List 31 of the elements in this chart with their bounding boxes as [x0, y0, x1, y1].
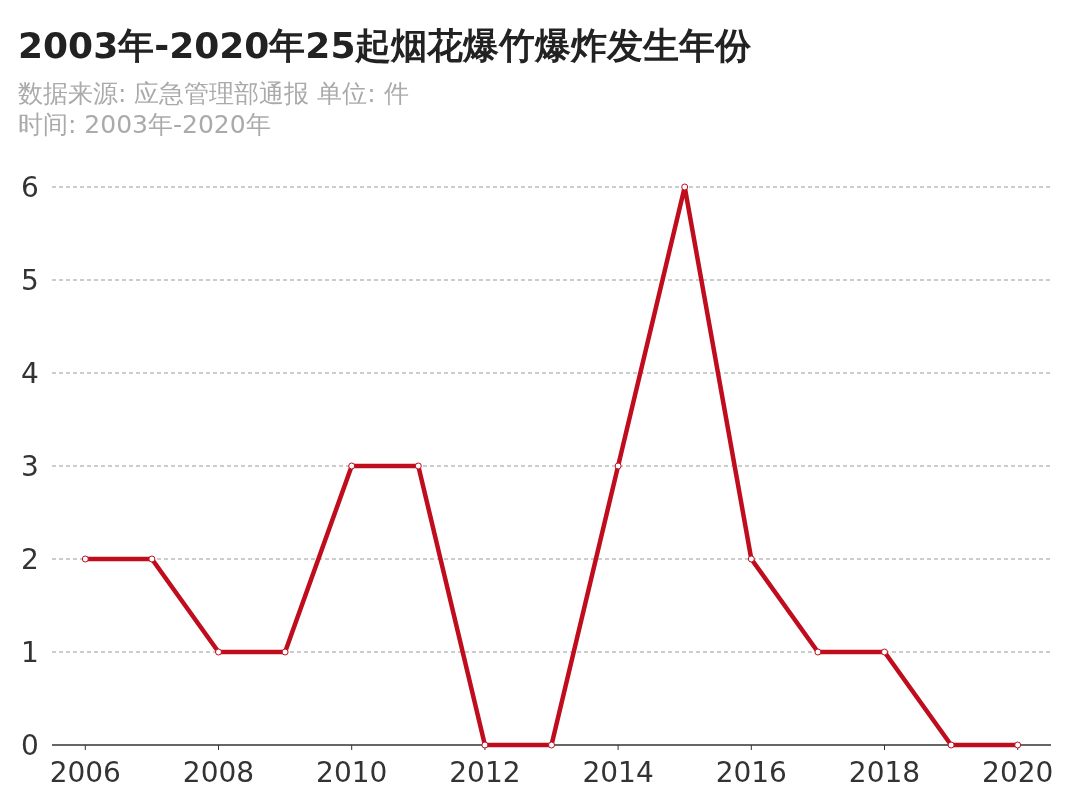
point — [548, 741, 555, 749]
x-tick-label: 2010 — [316, 756, 388, 789]
y-tick-label: 1 — [21, 636, 39, 669]
x-tick-label: 2014 — [582, 756, 654, 789]
chart-subtitle: 数据来源: 应急管理部通报 单位: 件 — [18, 79, 409, 108]
point — [881, 648, 888, 656]
text: 时间: 2003年-2020年 — [18, 110, 271, 139]
point — [681, 183, 689, 191]
point — [81, 555, 89, 563]
x-tick-label: 2020 — [982, 756, 1054, 789]
chart-title: 2003年-2020年25起烟花爆竹爆炸发生年份 — [18, 25, 753, 66]
point — [947, 741, 955, 749]
point — [414, 462, 422, 470]
x-tick-label: 2016 — [715, 756, 787, 789]
y-tick-label: 6 — [21, 171, 39, 204]
point — [814, 648, 822, 656]
x-tick-label: 2008 — [182, 756, 255, 789]
x-tick-label: 2012 — [449, 756, 521, 789]
y-tick-label: 5 — [21, 264, 39, 297]
point — [281, 648, 289, 656]
y-tick-label: 3 — [21, 450, 39, 483]
y-tick-label: 4 — [21, 357, 39, 390]
y-tick-label: 2 — [21, 543, 39, 576]
x-tick-label: 2018 — [848, 756, 921, 789]
x-tick-label: 2006 — [49, 756, 121, 789]
point — [348, 462, 356, 470]
point — [747, 555, 755, 563]
point — [215, 648, 222, 656]
point — [148, 555, 156, 563]
point — [614, 462, 622, 470]
y-tick-label: 0 — [21, 729, 39, 762]
